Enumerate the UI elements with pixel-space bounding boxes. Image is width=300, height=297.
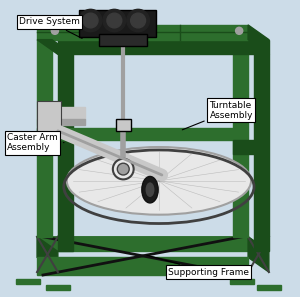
Circle shape xyxy=(127,9,149,32)
Polygon shape xyxy=(37,128,233,140)
Polygon shape xyxy=(37,40,73,54)
Ellipse shape xyxy=(67,147,251,215)
Polygon shape xyxy=(230,279,254,284)
Text: Caster Arm
Assembly: Caster Arm Assembly xyxy=(7,133,64,152)
FancyBboxPatch shape xyxy=(100,34,147,45)
Polygon shape xyxy=(248,237,269,272)
Polygon shape xyxy=(257,285,281,290)
Polygon shape xyxy=(37,40,52,237)
Text: Drive System: Drive System xyxy=(19,18,82,38)
Polygon shape xyxy=(37,257,248,275)
Polygon shape xyxy=(58,54,73,252)
Circle shape xyxy=(79,9,102,32)
Ellipse shape xyxy=(142,176,158,203)
Polygon shape xyxy=(37,140,58,154)
FancyBboxPatch shape xyxy=(37,101,61,137)
Polygon shape xyxy=(37,237,58,272)
Circle shape xyxy=(83,13,98,28)
Polygon shape xyxy=(16,279,40,284)
Circle shape xyxy=(131,13,146,28)
Circle shape xyxy=(103,9,126,32)
FancyBboxPatch shape xyxy=(116,119,131,131)
Circle shape xyxy=(51,27,58,34)
Polygon shape xyxy=(37,237,269,252)
Ellipse shape xyxy=(146,182,154,197)
Polygon shape xyxy=(58,40,269,54)
Circle shape xyxy=(107,13,122,28)
Text: Turntable
Assembly: Turntable Assembly xyxy=(182,101,253,130)
Polygon shape xyxy=(233,140,254,154)
Polygon shape xyxy=(46,285,70,290)
Polygon shape xyxy=(37,119,85,125)
Text: Supporting Frame: Supporting Frame xyxy=(147,255,249,277)
Polygon shape xyxy=(254,54,269,252)
Ellipse shape xyxy=(117,163,129,175)
Polygon shape xyxy=(233,40,248,237)
Polygon shape xyxy=(248,25,269,54)
Circle shape xyxy=(236,27,243,34)
Ellipse shape xyxy=(113,159,134,179)
Polygon shape xyxy=(37,107,85,119)
FancyBboxPatch shape xyxy=(79,10,156,37)
Polygon shape xyxy=(37,25,248,40)
